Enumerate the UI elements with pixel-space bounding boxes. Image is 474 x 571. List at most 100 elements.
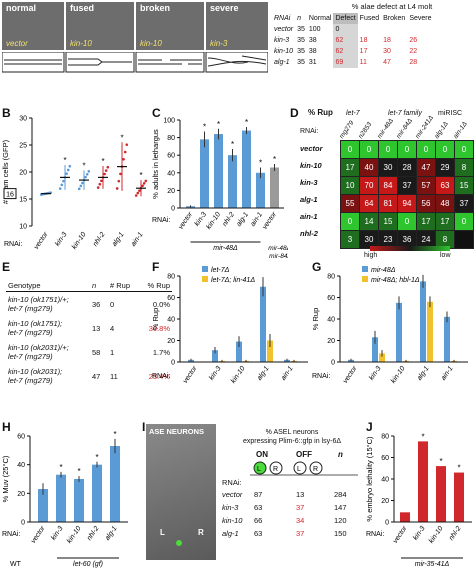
heatmap-cell: 28 bbox=[397, 158, 417, 177]
x-tick-label: nhl-2 bbox=[92, 231, 107, 248]
cell: 58 bbox=[92, 347, 101, 357]
cell: kin-10 bbox=[274, 48, 294, 55]
cell: 36 bbox=[92, 299, 101, 309]
cell: 63 bbox=[254, 529, 263, 538]
y-tick-label: 40 bbox=[327, 317, 335, 324]
svg-text:R: R bbox=[273, 466, 278, 473]
y-tick-label: 40 bbox=[17, 462, 25, 469]
heatmap-column-label: ain-1Δ bbox=[452, 120, 469, 140]
heatmap-cell: 0 bbox=[416, 140, 436, 159]
cell: vector bbox=[274, 26, 294, 33]
y-axis-label: % embryo lethality (15°C) bbox=[365, 436, 374, 522]
micrograph-broken: broken kin-10 bbox=[136, 2, 204, 50]
table-row: kin-10 (ok1751); let-7 (mg279) 13 4 30.8% bbox=[6, 316, 172, 340]
data-point bbox=[68, 164, 72, 168]
bar bbox=[372, 337, 378, 362]
cell: 69 bbox=[333, 57, 358, 68]
cell: 28 bbox=[409, 59, 418, 66]
micrograph-normal: normal vector bbox=[2, 2, 64, 50]
significance-star: * bbox=[113, 430, 116, 439]
x-tick-label: kin-10 bbox=[230, 365, 247, 385]
cell: 87 bbox=[254, 490, 263, 499]
data-point bbox=[100, 179, 103, 183]
y-tick-label: 0 bbox=[21, 520, 25, 527]
significance-star: * bbox=[77, 467, 80, 476]
cell: 18 bbox=[359, 37, 368, 44]
on-off-icons: L R L R bbox=[250, 461, 358, 476]
table-row: kin-10 (ok1751)/+; let-7 (mg279) 36 0 0.0% bbox=[6, 292, 172, 317]
cell: 66 bbox=[254, 516, 263, 525]
y-tick-label: 25 bbox=[19, 143, 27, 150]
cell: 11 bbox=[359, 59, 367, 66]
cell: 18 bbox=[383, 37, 391, 44]
bar bbox=[242, 130, 251, 208]
bar bbox=[200, 139, 209, 208]
genotype-line: kin-10 (ok2031)/+; bbox=[8, 343, 69, 352]
header-rup: # Rup bbox=[110, 281, 131, 290]
data-point bbox=[125, 143, 129, 147]
image-label: ASE NEURONS bbox=[149, 427, 205, 436]
data-point bbox=[119, 172, 122, 176]
legend-label: mir-48Δ bbox=[371, 267, 396, 274]
cell: 13 bbox=[92, 323, 101, 333]
ase-neuron-image: ASE NEURONS L R bbox=[146, 424, 216, 560]
cell bbox=[381, 24, 407, 35]
significance-star: * bbox=[273, 155, 276, 164]
group-label: miRISC bbox=[438, 110, 463, 117]
kin10-table: Genotype n # Rup % Rup kin-10 (ok1751)/+… bbox=[6, 280, 172, 388]
heatmap-row-label: vector bbox=[300, 144, 323, 153]
panel-label-e: E bbox=[2, 260, 11, 274]
x-tick-label: kin-3 bbox=[208, 365, 222, 382]
cell: 35 bbox=[297, 59, 305, 66]
bar bbox=[454, 472, 464, 522]
cell: kin-10 (ok2031)/+; let-7 (mg279) bbox=[6, 340, 90, 364]
group-label: let-60 (gf) bbox=[73, 561, 103, 568]
panel-label-d: D bbox=[290, 106, 299, 120]
significance-star: * bbox=[120, 133, 123, 142]
heatmap-cell bbox=[454, 230, 474, 249]
cell: 23.4% bbox=[148, 371, 170, 381]
data-point bbox=[141, 184, 144, 188]
heatmap-row: 17 40 30 28 47 29 8 bbox=[340, 158, 474, 177]
heatmap-cell: 0 bbox=[340, 140, 360, 159]
x-tick-label: vector bbox=[30, 525, 47, 545]
cell: vector bbox=[222, 490, 243, 499]
table-row: kin-10 66 34 120 bbox=[222, 516, 362, 529]
data-point bbox=[138, 189, 141, 192]
bar bbox=[427, 301, 433, 362]
n-label: n bbox=[338, 450, 343, 459]
cell: kin-10 (ok2031); let-7 (mg279) bbox=[6, 364, 90, 388]
cell: 1 bbox=[110, 347, 115, 357]
x-tick-label: nhl-2 bbox=[86, 525, 101, 542]
bar bbox=[418, 441, 428, 522]
significance-star: * bbox=[203, 122, 206, 131]
heatmap-cell: 0 bbox=[397, 140, 417, 159]
panel-label-c: C bbox=[152, 106, 161, 120]
micrograph-rnai: kin-10 bbox=[70, 39, 92, 48]
cell: 0 bbox=[333, 24, 358, 35]
scale-high: high bbox=[364, 252, 378, 259]
heatmap-cell: 17 bbox=[340, 158, 360, 177]
x-tick-label: vector bbox=[392, 525, 409, 545]
ase-table: vector 87 13 284 kin-3 63 37 147 kin-10 66 34 120 al… bbox=[222, 490, 362, 542]
y-tick-label: 20 bbox=[167, 338, 175, 345]
x-tick-label: vector bbox=[177, 211, 194, 231]
muv-chart: 0 20 40 60 % Muv (25°C) * * * * RNAi: vector kin-3 k… bbox=[1, 430, 128, 568]
y-tick-label: 15 bbox=[19, 197, 27, 204]
cell: 35 bbox=[297, 37, 305, 44]
heatmap-column-label: mir-241Δ bbox=[414, 114, 436, 140]
heatmap-cell: 70 bbox=[359, 176, 379, 195]
heatmap-cell: 17 bbox=[435, 212, 455, 231]
x-tick-label: nhl-2 bbox=[221, 211, 236, 228]
table-row: alg-1 35 31 69 11 47 28 bbox=[272, 57, 434, 68]
heatmap-cell: 63 bbox=[435, 176, 455, 195]
bar bbox=[379, 353, 385, 362]
bar bbox=[256, 172, 265, 208]
table-row: kin-3 63 37 147 bbox=[222, 503, 362, 516]
y-tick-label: 0 bbox=[331, 360, 335, 367]
x-tick-label: alg-1 bbox=[256, 365, 271, 382]
cell: 0.0% bbox=[152, 299, 170, 309]
heatmap-column-label: mir-48Δ bbox=[376, 117, 396, 140]
bar bbox=[110, 446, 120, 522]
bar bbox=[270, 167, 279, 208]
